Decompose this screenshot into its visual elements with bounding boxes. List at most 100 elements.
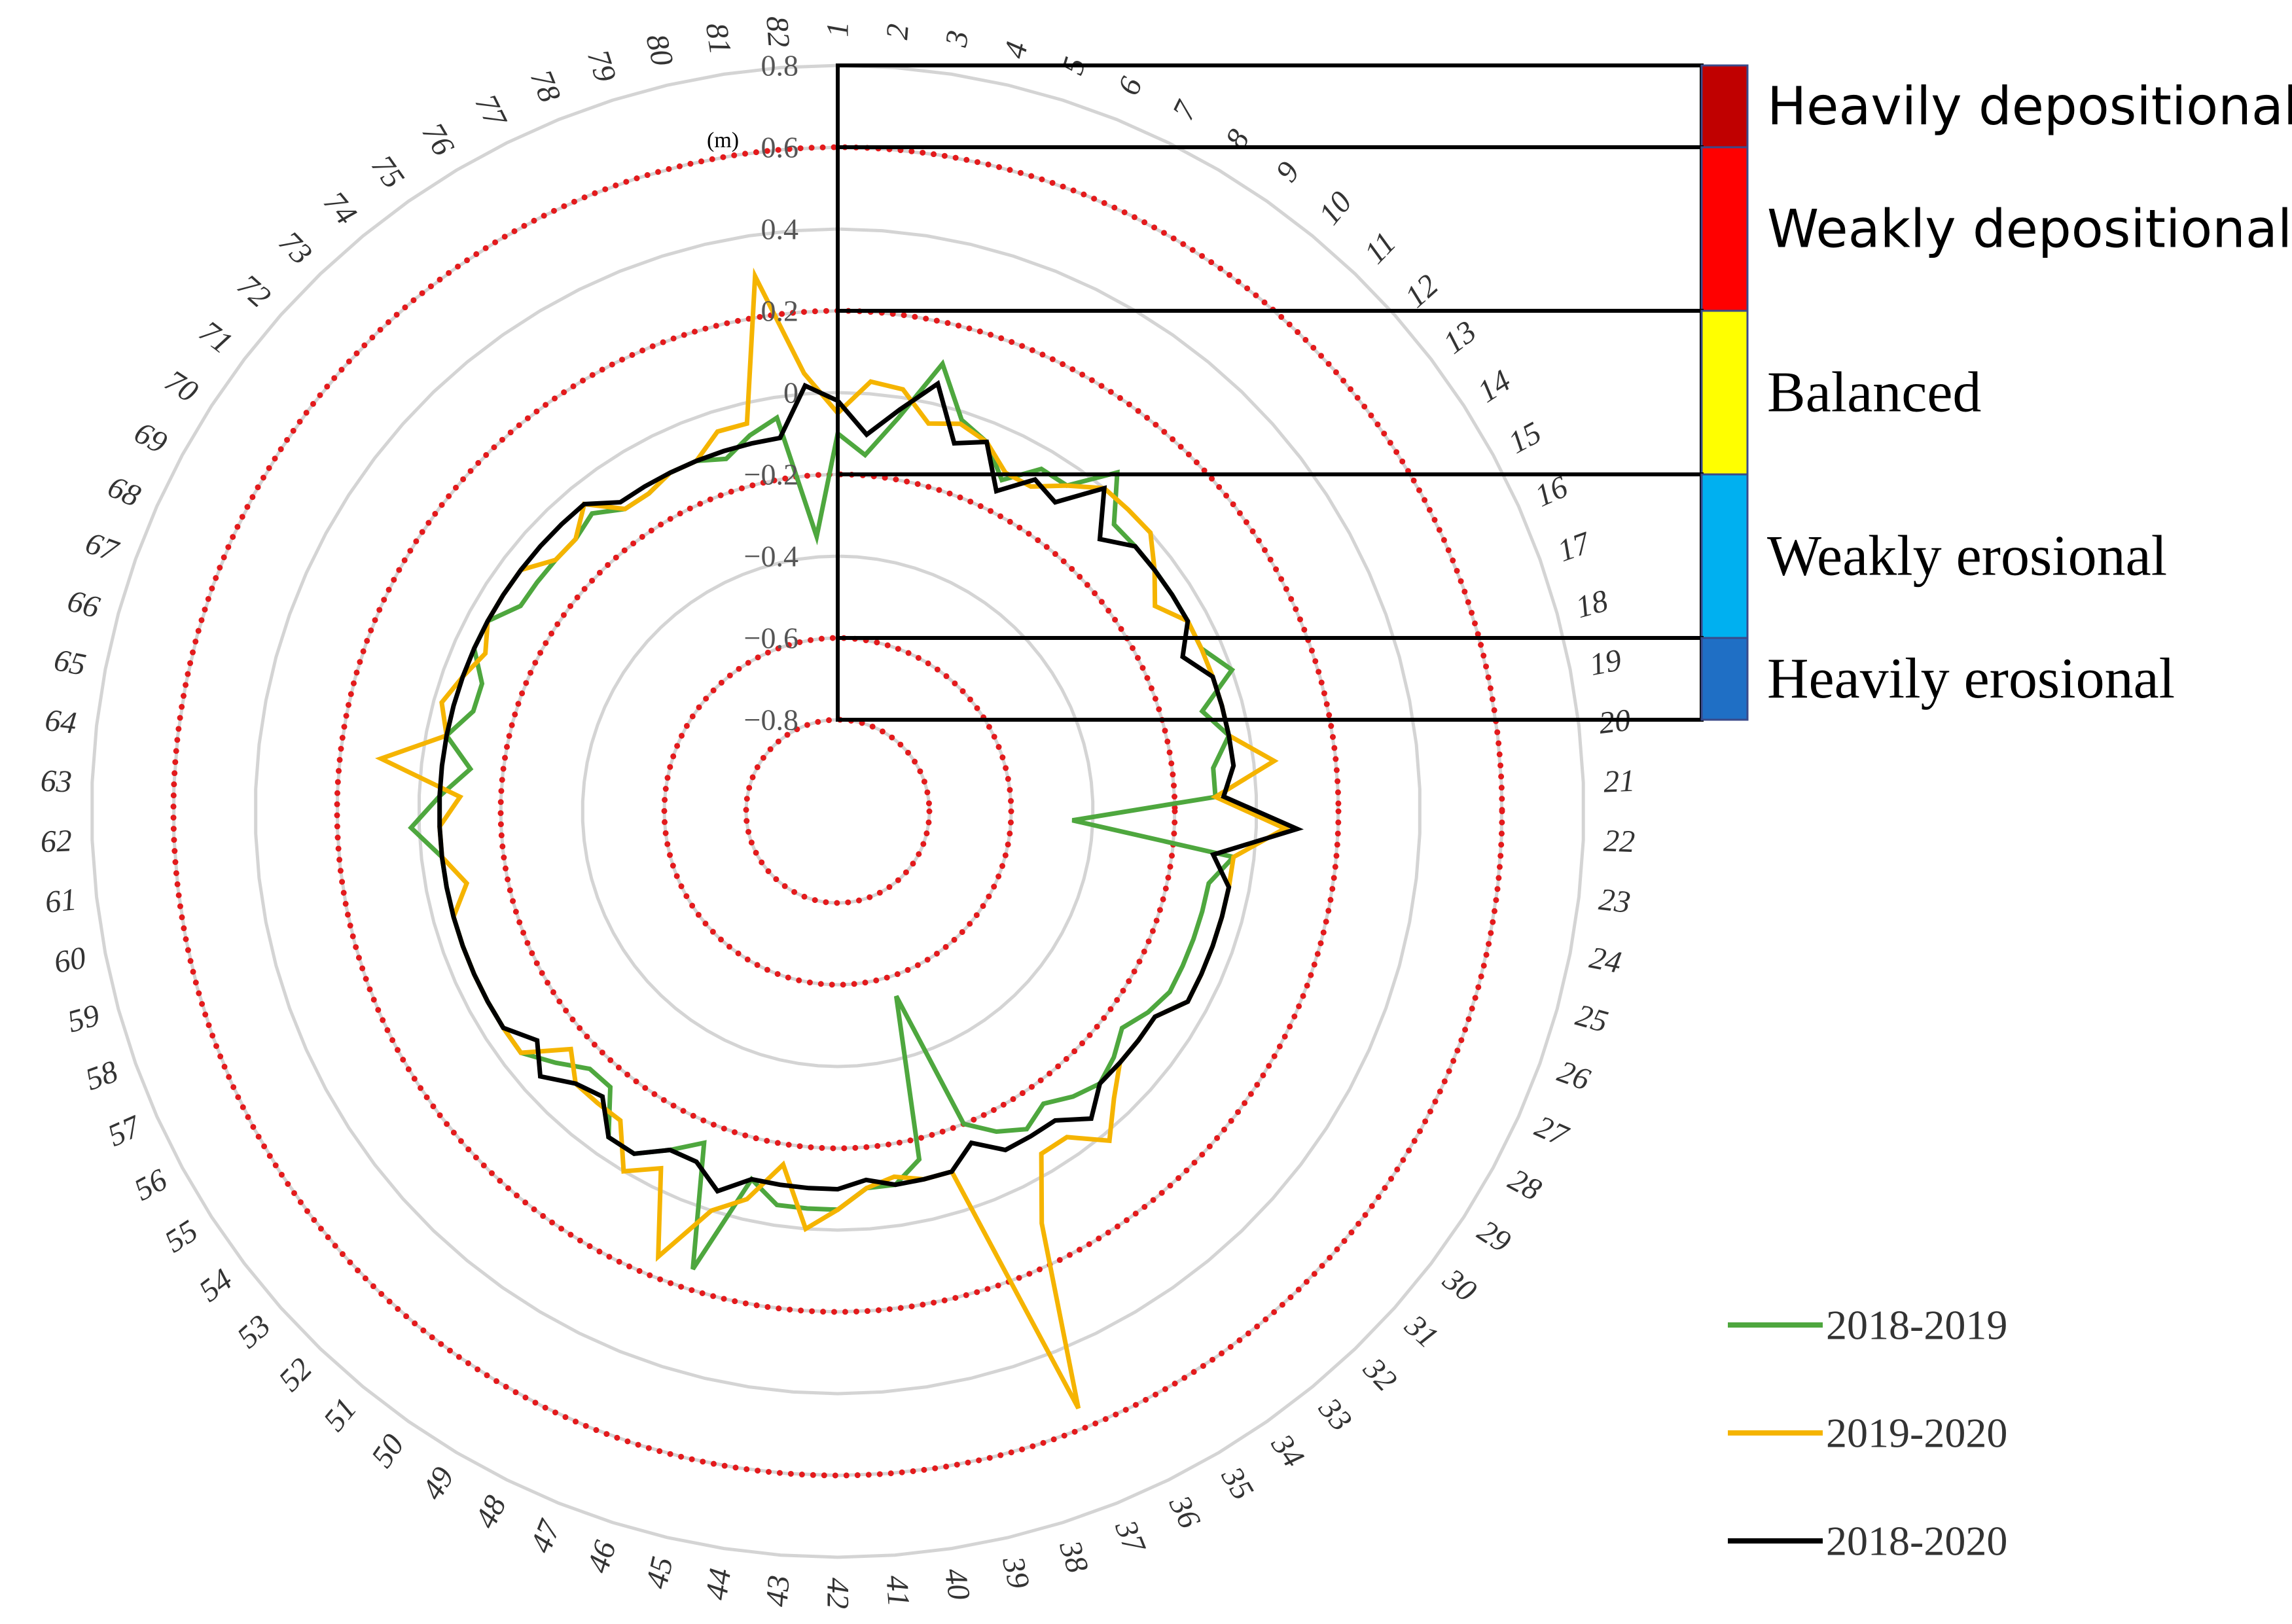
angle-label-32: 32 [1356, 1351, 1403, 1398]
angle-label-55: 55 [158, 1213, 204, 1260]
angle-label-4: 4 [997, 39, 1035, 62]
angle-label-61: 61 [43, 882, 79, 920]
angle-label-63: 63 [40, 764, 73, 800]
angle-label-81: 81 [699, 20, 738, 57]
angle-label-27: 27 [1530, 1109, 1574, 1154]
angle-label-7: 7 [1166, 95, 1204, 126]
angle-label-9: 9 [1269, 156, 1306, 188]
angle-label-3: 3 [939, 28, 975, 50]
angle-label-54: 54 [192, 1262, 238, 1309]
angle-label-10: 10 [1312, 185, 1359, 232]
angle-label-34: 34 [1264, 1428, 1311, 1474]
angle-label-29: 29 [1471, 1213, 1516, 1260]
angle-label-26: 26 [1553, 1054, 1594, 1097]
class-label-4: Heavily erosional [1767, 647, 2175, 711]
unit-label: (m) [707, 128, 739, 152]
angle-label-80: 80 [639, 31, 680, 69]
classification-panel: Heavily depositional Weakly depositional B… [836, 63, 2292, 722]
angle-label-13: 13 [1437, 314, 1482, 361]
legend-label-2019-2020: 2019-2020 [1826, 1410, 2007, 1456]
angle-label-14: 14 [1471, 363, 1516, 410]
angle-label-23: 23 [1597, 882, 1632, 920]
class-color-swatch-4 [1700, 637, 1749, 721]
angle-label-59: 59 [64, 998, 103, 1040]
radial-tick-label-8: 0.8 [761, 49, 799, 82]
radial-tick-label-1: −0.6 [744, 622, 798, 655]
radial-tick-label-0: −0.8 [744, 703, 798, 737]
radial-tick-label-3: −0.2 [744, 458, 798, 491]
angle-label-33: 33 [1312, 1391, 1359, 1438]
angle-label-36: 36 [1162, 1490, 1207, 1534]
angle-label-53: 53 [230, 1308, 277, 1355]
grid-ring-4 [418, 391, 1258, 1232]
angle-label-2: 2 [880, 23, 916, 41]
angle-label-78: 78 [524, 65, 567, 107]
angle-label-57: 57 [103, 1108, 147, 1154]
angle-label-77: 77 [468, 89, 514, 133]
grid-ring-6 [254, 227, 1422, 1396]
angle-label-45: 45 [639, 1553, 680, 1592]
radial-axis-labels: −0.8 −0.6 −0.4 −0.2 0 0.2 0.4 0.6 0.8 [744, 49, 798, 737]
angle-label-68: 68 [103, 469, 145, 514]
series-layer [375, 267, 1304, 1410]
class-label-2: Balanced [1767, 361, 1981, 425]
angle-label-42: 42 [821, 1578, 855, 1609]
angle-label-52: 52 [272, 1351, 319, 1398]
angle-label-8: 8 [1219, 124, 1257, 155]
radial-tick-label-5: 0.2 [761, 294, 799, 328]
angle-label-37: 37 [1108, 1515, 1153, 1559]
grid-ring-0 [744, 718, 931, 905]
angle-label-6: 6 [1111, 73, 1149, 100]
angle-label-74: 74 [317, 185, 363, 232]
legend-label-2018-2020: 2018-2020 [1826, 1518, 2007, 1564]
angle-label-38: 38 [1052, 1536, 1095, 1577]
angle-label-40: 40 [938, 1566, 977, 1602]
angle-label-50: 50 [365, 1428, 411, 1474]
angle-label-39: 39 [995, 1553, 1037, 1592]
angle-label-30: 30 [1436, 1262, 1482, 1309]
angle-label-24: 24 [1586, 940, 1624, 980]
angle-label-76: 76 [415, 117, 461, 162]
angle-label-44: 44 [699, 1566, 738, 1602]
angle-label-31: 31 [1398, 1308, 1445, 1355]
class-color-swatch-0 [1700, 64, 1749, 149]
angle-label-19: 19 [1586, 643, 1624, 682]
threshold-ring-1 [661, 635, 1014, 988]
angle-label-71: 71 [192, 314, 238, 361]
angle-label-12: 12 [1399, 268, 1445, 315]
class-label-1: Weakly depositional [1767, 199, 2292, 260]
radial-tick-label-6: 0.4 [761, 213, 799, 246]
angle-label-72: 72 [230, 268, 277, 315]
class-box-1 [836, 145, 1704, 313]
radial-tick-label-7: 0.6 [761, 131, 799, 164]
class-label-0: Heavily depositional [1767, 76, 2292, 137]
class-label-3: Weakly erosional [1767, 525, 2167, 588]
legend-label-2018-2019: 2018-2019 [1826, 1302, 2007, 1349]
angle-label-67: 67 [81, 525, 124, 569]
angle-label-75: 75 [365, 149, 411, 195]
angle-label-79: 79 [581, 46, 623, 86]
angle-label-18: 18 [1572, 583, 1611, 625]
angle-label-64: 64 [43, 703, 79, 741]
class-color-swatch-3 [1700, 473, 1749, 639]
angle-label-65: 65 [51, 643, 88, 682]
angle-label-82: 82 [759, 15, 797, 49]
class-color-swatch-2 [1700, 309, 1749, 476]
angle-label-46: 46 [581, 1536, 623, 1577]
angle-label-70: 70 [158, 363, 204, 410]
series-line-2018-2020 [437, 380, 1304, 1194]
angle-label-73: 73 [272, 224, 319, 271]
angle-label-17: 17 [1553, 525, 1596, 569]
angle-label-22: 22 [1603, 823, 1636, 859]
angle-label-21: 21 [1603, 764, 1636, 800]
radial-tick-label-2: −0.4 [744, 540, 798, 573]
angle-label-62: 62 [40, 823, 73, 859]
grid-ring-2 [581, 554, 1095, 1068]
angle-label-41: 41 [879, 1574, 916, 1608]
angle-label-43: 43 [759, 1574, 797, 1608]
class-box-2 [836, 309, 1704, 476]
angle-label-69: 69 [128, 415, 172, 460]
grid-ring-8 [90, 63, 1585, 1559]
angle-label-15: 15 [1503, 415, 1547, 460]
